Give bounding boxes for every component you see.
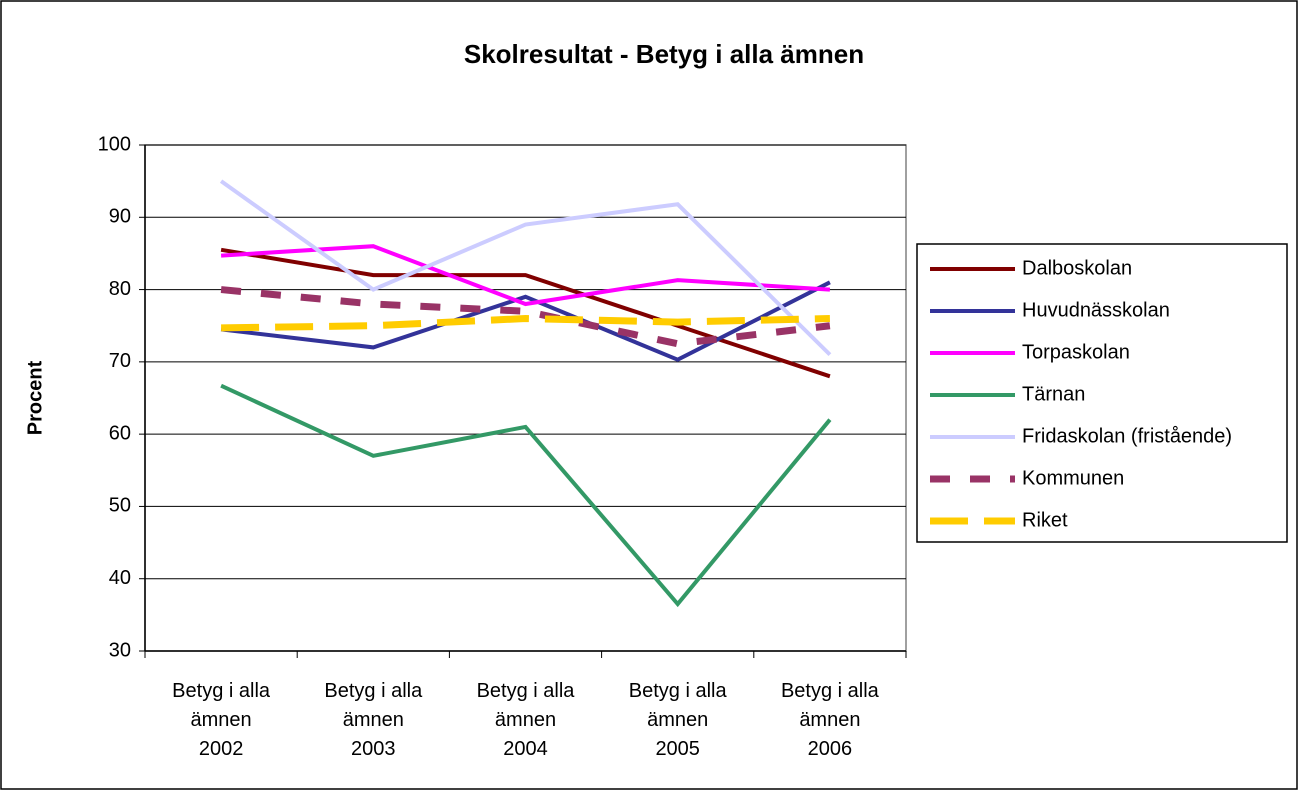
x-tick-label: Betyg i alla ämnen 2003 — [324, 680, 423, 760]
legend-label: Riket — [1022, 509, 1068, 531]
series-line — [220, 247, 831, 379]
x-tick-label: Betyg i alla ämnen 2006 — [780, 680, 879, 760]
legend-label: Tärnan — [1022, 383, 1085, 405]
series-line — [220, 244, 831, 307]
y-tick-label: 100 — [98, 133, 131, 155]
x-tick-label: Betyg i alla ämnen 2002 — [172, 680, 271, 760]
x-tick-label: Betyg i alla ämnen 2004 — [476, 680, 575, 760]
series-line — [220, 383, 832, 608]
series-line — [219, 179, 832, 357]
y-tick-label: 90 — [109, 206, 131, 228]
y-tick-label: 40 — [109, 567, 131, 589]
series-line — [221, 314, 830, 332]
chart-title: Skolresultat - Betyg i alla ämnen — [464, 39, 864, 69]
y-axis-label: Procent — [24, 360, 46, 435]
legend-label: Torpaskolan — [1022, 341, 1130, 363]
y-tick-label: 30 — [109, 639, 131, 661]
y-tick-label: 70 — [109, 350, 131, 372]
y-tick-label: 80 — [109, 278, 131, 300]
series-line — [220, 280, 831, 362]
x-tick-label: Betyg i alla ämnen 2005 — [628, 680, 727, 760]
legend-label: Huvudnässkolan — [1022, 299, 1170, 321]
plot-area — [144, 144, 907, 652]
y-tick-label: 50 — [109, 495, 131, 517]
legend-label: Kommunen — [1022, 467, 1124, 489]
y-tick-label: 60 — [109, 422, 131, 444]
legend-label: Fridaskolan (fristående) — [1022, 425, 1232, 447]
legend-label: Dalboskolan — [1022, 257, 1132, 279]
